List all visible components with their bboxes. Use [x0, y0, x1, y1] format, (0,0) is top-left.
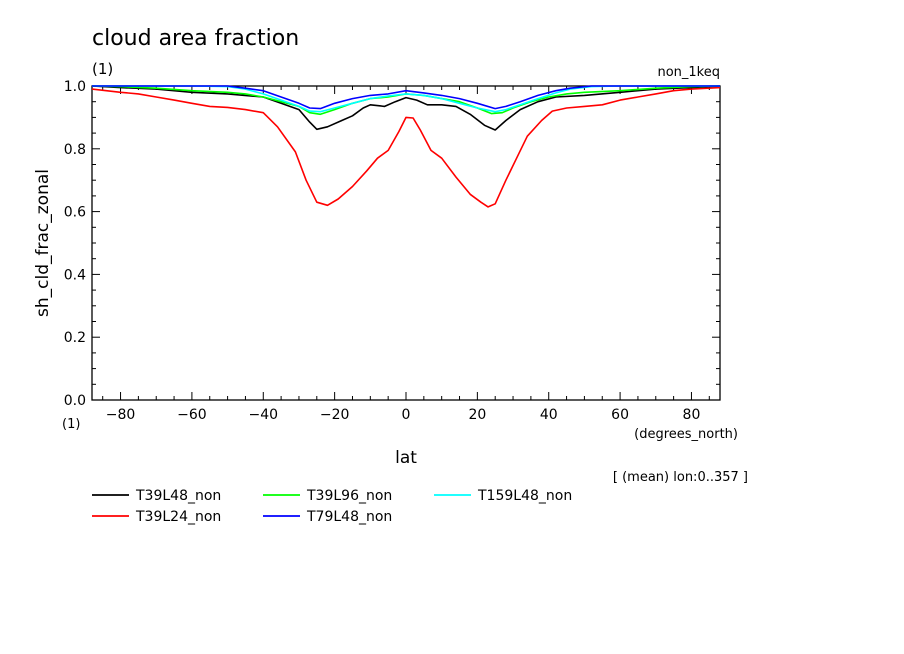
- x-tick-label: −40: [248, 407, 278, 423]
- x-tick-label: 0: [402, 407, 411, 423]
- x-tick-label: 40: [540, 407, 558, 423]
- y-tick-label: 0.6: [64, 205, 86, 221]
- x-axis-label: lat: [395, 448, 417, 468]
- chart-title: cloud area fraction: [92, 26, 299, 51]
- y-axis-units: (1): [62, 417, 80, 432]
- y-tick-label: 0.8: [64, 142, 86, 158]
- y-tick-label: 0.0: [64, 393, 86, 409]
- legend-label-t39l24-non: T39L24_non: [135, 509, 221, 525]
- mean-note: [ (mean) lon:0..357 ]: [613, 470, 748, 485]
- x-tick-label: −80: [106, 407, 136, 423]
- series-line-t79l48-non: [92, 85, 720, 110]
- x-tick-label: 80: [683, 407, 701, 423]
- experiment-label: non_1keq: [657, 65, 720, 80]
- x-tick-label: 20: [468, 407, 486, 423]
- chart-title-units: (1): [92, 60, 113, 78]
- y-tick-label: 0.4: [64, 267, 86, 283]
- x-axis-units: (degrees_north): [634, 427, 738, 442]
- y-axis-label: sh_cld_frac_zonal: [33, 169, 53, 317]
- x-tick-label: 60: [611, 407, 629, 423]
- legend-label-t39l96-non: T39L96_non: [306, 488, 392, 504]
- legend-label-t159l48-non: T159L48_non: [477, 488, 572, 504]
- y-tick-label: 1.0: [64, 79, 86, 95]
- series-line-t159l48-non: [92, 85, 720, 113]
- plot-frame: [91, 85, 721, 401]
- y-tick-label: 0.2: [64, 330, 86, 346]
- plot-area: −80 −60 −40 −20 0 20 40 60 80 0.0 0.2 0.4 0.6 0.8 1.0: [64, 79, 721, 423]
- series-line-t39l24-non: [92, 86, 720, 208]
- legend-label-t39l48-non: T39L48_non: [135, 488, 221, 504]
- x-tick-label: −60: [177, 407, 207, 423]
- x-tick-label: −20: [320, 407, 350, 423]
- legend: T39L48_non T39L24_non T39L96_non T79L48_non…: [92, 488, 572, 525]
- legend-label-t79l48-non: T79L48_non: [306, 509, 392, 525]
